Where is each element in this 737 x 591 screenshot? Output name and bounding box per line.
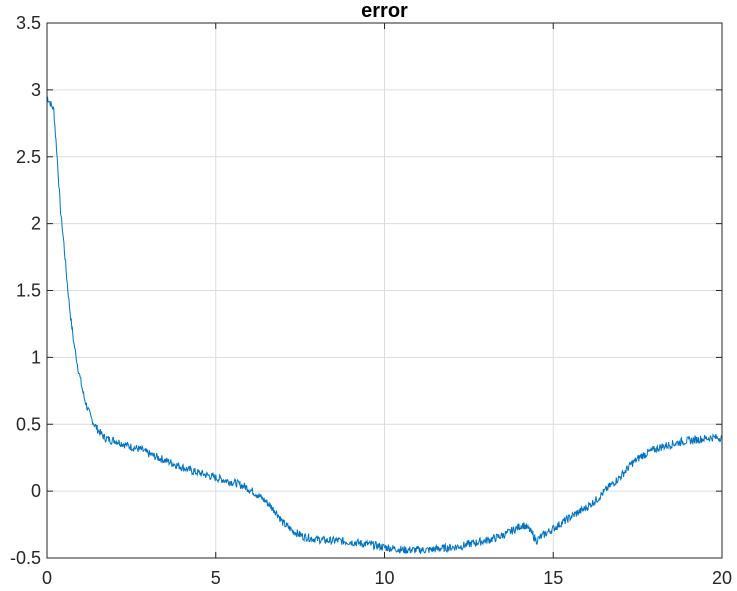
x-tick-label: 0 — [42, 568, 52, 588]
x-tick-label: 5 — [211, 568, 221, 588]
y-tick-label: 0 — [31, 481, 41, 501]
x-axis-ticks: 0 5 10 15 20 — [42, 23, 732, 588]
x-tick-label: 20 — [712, 568, 732, 588]
chart-title: error — [361, 0, 408, 22]
y-tick-label: 2.5 — [16, 147, 41, 167]
y-tick-label: -0.5 — [10, 548, 41, 568]
y-tick-label: 3 — [31, 80, 41, 100]
x-tick-label: 10 — [374, 568, 394, 588]
y-tick-label: 0.5 — [16, 414, 41, 434]
x-tick-label: 15 — [543, 568, 563, 588]
y-tick-label: 2 — [31, 214, 41, 234]
y-axis-ticks: -0.5 0 0.5 1 1.5 2 2.5 3 3.5 — [10, 13, 722, 568]
y-tick-label: 1 — [31, 347, 41, 367]
y-tick-label: 3.5 — [16, 13, 41, 33]
error-series-line — [46, 96, 723, 554]
y-tick-label: 1.5 — [16, 281, 41, 301]
